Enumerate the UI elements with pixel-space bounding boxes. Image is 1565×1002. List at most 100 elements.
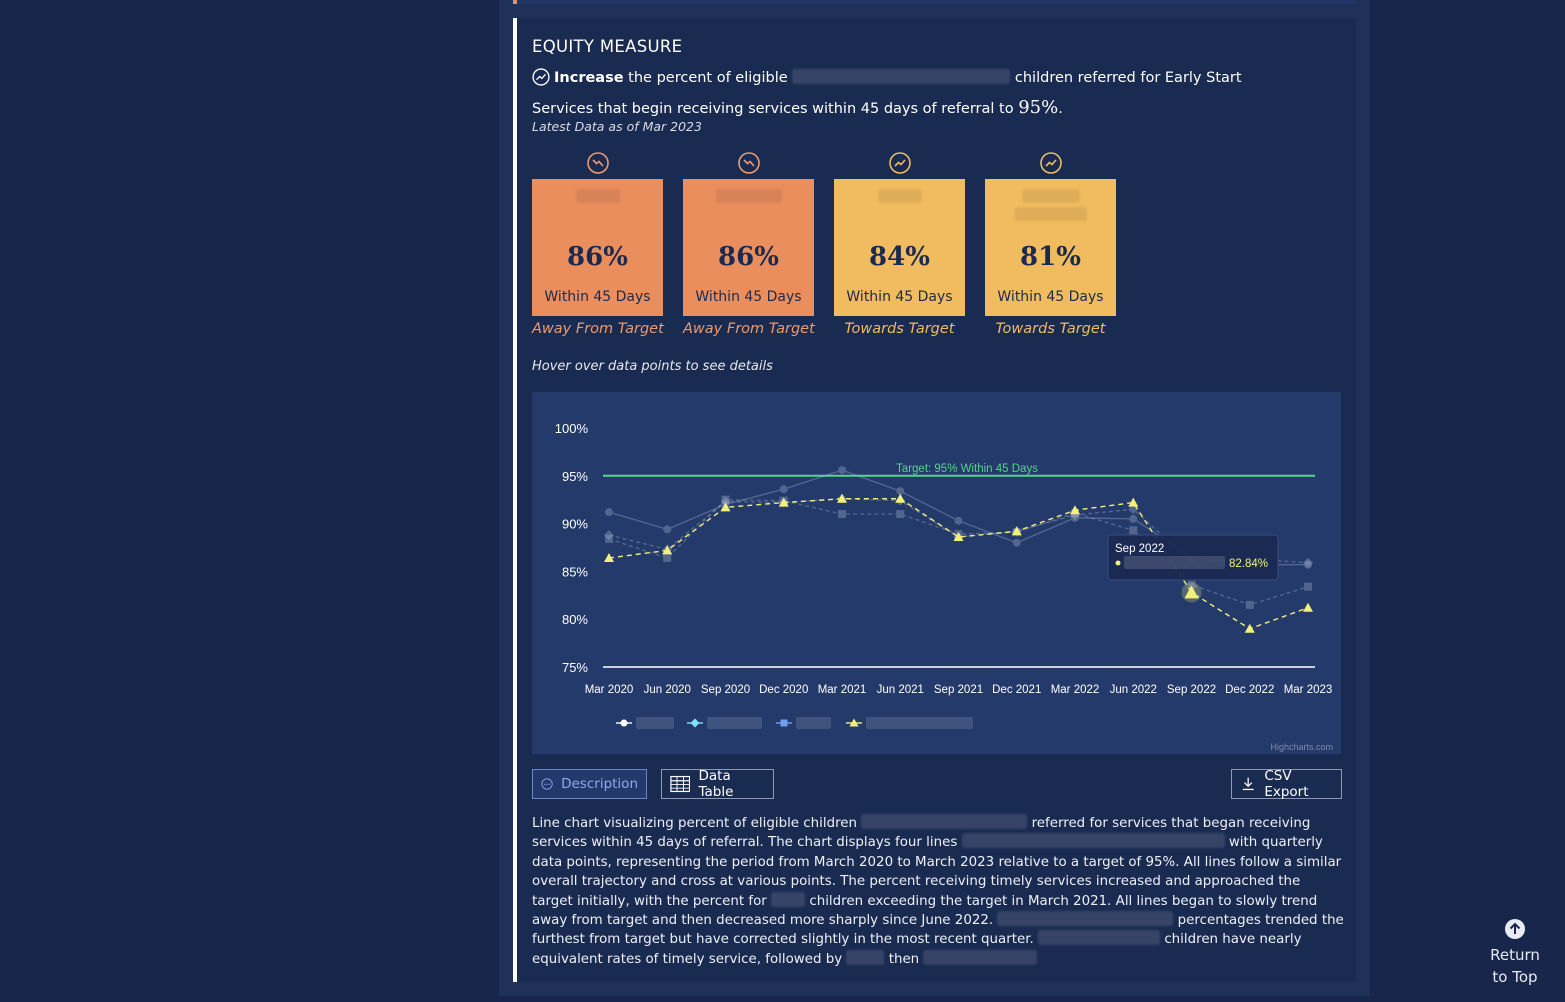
table-icon <box>670 775 691 793</box>
group-value-box: 84% Within 45 Days <box>834 179 965 316</box>
redacted-text <box>923 949 1038 965</box>
x-tick-label: Jun 2020 <box>644 684 691 696</box>
return-to-top-button[interactable]: Return to Top <box>1488 918 1542 988</box>
chart-description: Line chart visualizing percent of eligib… <box>532 814 1344 969</box>
data-point <box>662 545 673 555</box>
tooltip-series-name-redacted <box>1124 556 1225 569</box>
desc-text: percentages trended the furthest from ta… <box>532 913 1344 948</box>
target-label: Target: 95% Within 45 Days <box>896 463 1038 475</box>
measure-statement: Increase the percent of eligible childre… <box>532 68 1242 118</box>
target-value: 95% <box>1018 97 1059 118</box>
trend-up-icon <box>532 68 550 86</box>
group-status: Towards Target <box>995 321 1106 337</box>
data-point <box>954 516 963 525</box>
group-name-redacted <box>683 189 814 203</box>
data-point <box>604 553 614 563</box>
group-name-redacted <box>834 189 965 203</box>
data-point <box>1012 538 1021 547</box>
data-point <box>1244 623 1255 633</box>
x-tick-label: Mar 2020 <box>585 684 634 696</box>
trend-up-icon <box>888 152 911 174</box>
data-point <box>896 510 905 519</box>
legend-label-redacted <box>796 717 831 729</box>
description-button[interactable]: Description <box>532 769 647 799</box>
data-point <box>838 466 846 475</box>
data-point <box>779 485 788 494</box>
csv-export-label: CSV Export <box>1264 768 1309 800</box>
data-point <box>1129 514 1138 523</box>
redacted-text <box>961 833 1225 849</box>
tooltip-date: Sep 2022 <box>1115 543 1164 555</box>
legend-label-redacted <box>866 717 973 729</box>
group-percent: 86% <box>718 242 779 272</box>
desc-text: then <box>888 951 920 967</box>
trend-down-icon <box>586 152 609 174</box>
arrow-up-circle-icon <box>1505 919 1525 939</box>
data-point <box>1303 602 1313 612</box>
data-table-button-label: Data Table <box>698 768 734 800</box>
desc-text: children exceeding the target in March 2… <box>532 893 1318 929</box>
data-point <box>605 534 613 543</box>
data-point <box>1245 600 1254 609</box>
group-caption: Within 45 Days <box>544 289 651 305</box>
tooltip-box <box>1107 534 1279 581</box>
data-point <box>953 531 964 541</box>
chart-svg[interactable]: 75% 80% 85% 90% 95% 100% Mar 2020 Jun 2020 Sep 2… <box>532 392 1341 754</box>
csv-export-button[interactable]: CSV Export <box>1231 768 1342 800</box>
tooltip-bullet <box>1115 560 1121 566</box>
redacted-text <box>861 814 1028 829</box>
data-point <box>1071 513 1079 522</box>
redacted-groups <box>792 69 1011 84</box>
tooltip: Sep 2022 82.84% <box>1107 534 1279 581</box>
y-tick-label: 95% <box>562 469 588 484</box>
hovered-point <box>1184 585 1199 599</box>
group-caption: Within 45 Days <box>695 289 802 305</box>
measure-text-1: the percent of eligible <box>628 70 788 86</box>
redacted-text <box>997 911 1174 927</box>
previous-measure-card <box>513 0 1356 4</box>
data-point <box>896 487 905 496</box>
legend-marker <box>690 718 700 728</box>
hover-instructions: Hover over data points to see details <box>532 359 773 374</box>
data-point <box>605 508 613 517</box>
data-point <box>895 493 906 503</box>
redacted-text <box>771 891 806 907</box>
return-to-top-label: Return to Top <box>1490 946 1540 986</box>
line-chart[interactable]: 75% 80% 85% 90% 95% 100% Mar 2020 Jun 2020 Sep 2… <box>532 392 1341 754</box>
group-caption: Within 45 Days <box>846 289 953 305</box>
data-point <box>837 493 847 503</box>
y-tick-label: 100% <box>555 421 589 436</box>
group-name-redacted <box>985 189 1116 221</box>
series-african-american <box>604 493 1313 633</box>
group-summary: 86% Within 45 Days Away From Target <box>532 150 664 337</box>
measure-text-2: children referred for Early Start Servic… <box>532 70 1242 117</box>
data-point <box>663 554 672 563</box>
data-point <box>838 510 846 519</box>
x-tick-label: Dec 2020 <box>759 684 808 696</box>
redacted-text <box>1038 930 1161 946</box>
x-tick-label: Sep 2021 <box>934 684 983 696</box>
x-tick-label: Jun 2022 <box>1110 684 1157 696</box>
legend-marker <box>780 719 788 727</box>
x-tick-label: Sep 2022 <box>1167 684 1216 696</box>
data-table-button[interactable]: Data Table <box>661 768 774 800</box>
y-tick-label: 90% <box>562 517 588 532</box>
data-point <box>1187 580 1196 589</box>
tooltip-value: 82.84% <box>1229 558 1268 570</box>
data-point <box>720 502 731 512</box>
data-point <box>1070 505 1080 515</box>
data-point <box>721 495 730 504</box>
y-tick-label: 75% <box>562 660 588 675</box>
data-point <box>1070 509 1080 520</box>
data-point <box>604 530 614 541</box>
latest-data-date: Latest Data as of Mar 2023 <box>532 119 702 134</box>
trend-down-icon <box>737 152 760 174</box>
legend-label-redacted <box>707 717 762 729</box>
desc-text: Line chart visualizing percent of eligib… <box>532 816 858 831</box>
group-value-box: 81% Within 45 Days <box>985 179 1116 316</box>
data-point <box>663 525 672 534</box>
data-point <box>1011 526 1022 536</box>
data-point <box>1304 560 1312 569</box>
group-percent: 84% <box>869 242 930 272</box>
group-name-redacted <box>532 189 663 203</box>
